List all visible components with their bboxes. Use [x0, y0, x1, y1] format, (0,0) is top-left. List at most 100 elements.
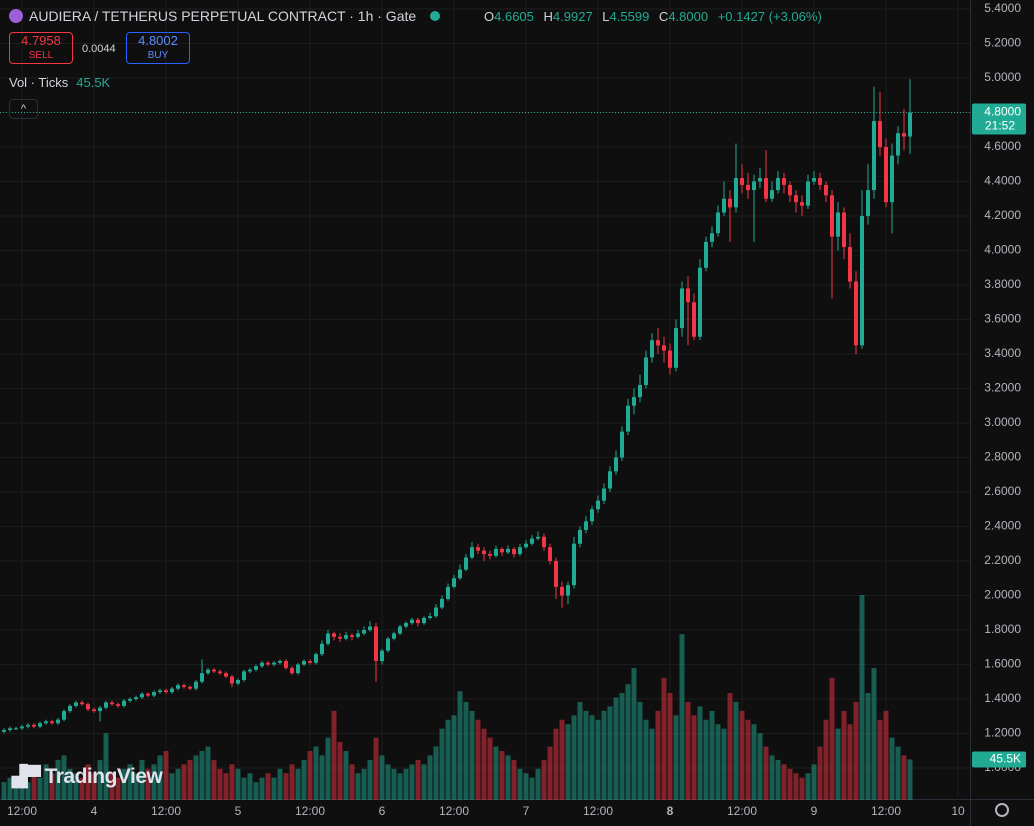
volume-bar: [553, 728, 559, 800]
candle-body: [656, 340, 661, 346]
volume-bar: [85, 764, 91, 800]
candle-body: [32, 724, 37, 727]
volume-bar: [67, 768, 73, 800]
collapse-button[interactable]: ^: [9, 99, 38, 119]
volume-bar: [307, 750, 313, 800]
candle-body: [80, 702, 85, 705]
volume-bar: [421, 764, 427, 800]
volume-bar: [619, 693, 625, 800]
candle-body: [590, 509, 595, 522]
candle-body: [644, 357, 649, 386]
volume-bar: [679, 634, 685, 800]
y-tick-label: 4.4000: [984, 174, 1021, 188]
volume-bar: [295, 768, 301, 800]
candle-body: [794, 195, 799, 203]
candle-body: [494, 548, 499, 556]
candle-body: [902, 133, 907, 137]
candle-body: [800, 202, 805, 206]
candle-body: [110, 702, 115, 705]
volume-bar: [523, 773, 529, 800]
candle-body: [662, 345, 667, 351]
candle-body: [530, 538, 535, 544]
volume-bar: [415, 759, 421, 800]
close-label: C: [658, 9, 669, 24]
candle-body: [788, 184, 793, 196]
volume-bar: [499, 750, 505, 800]
volume-tag: [972, 751, 1026, 768]
volume-bar: [637, 701, 643, 800]
buy-button[interactable]: 4.8002 BUY: [126, 32, 190, 64]
symbol-header: AUDIERA / TETHERUS PERPETUAL CONTRACT · …: [9, 8, 441, 24]
candle-body: [650, 340, 655, 358]
sell-button[interactable]: 4.7958 SELL: [9, 32, 73, 64]
volume-bar: [409, 764, 415, 800]
candle-body: [170, 688, 175, 693]
volume-bar: [223, 773, 229, 800]
volume-bar: [283, 773, 289, 800]
candle-body: [878, 121, 883, 147]
volume-bar: [115, 777, 121, 800]
x-tick-label: 12:00: [7, 804, 37, 818]
candle-body: [56, 719, 61, 724]
volume-bar: [217, 768, 223, 800]
candle-body: [362, 629, 367, 634]
candle-body: [758, 178, 763, 182]
volume-bar: [451, 715, 457, 800]
buy-label: BUY: [147, 50, 169, 61]
y-tick-label: 4.0000: [984, 243, 1021, 257]
y-tick-label: 4.2000: [984, 208, 1021, 222]
volume-bar: [379, 755, 385, 800]
candle-body: [608, 471, 613, 489]
candle-body: [674, 328, 679, 368]
volume-bar: [463, 701, 469, 800]
x-tick-label: 12:00: [727, 804, 757, 818]
volume-bar: [589, 715, 595, 800]
candle-body: [686, 288, 691, 303]
candle-body: [404, 623, 409, 627]
candle-body: [818, 178, 823, 185]
volume-bar: [193, 755, 199, 800]
volume-bar: [301, 759, 307, 800]
volume-bar: [877, 719, 883, 800]
candle-body: [854, 281, 859, 346]
candle-body: [668, 350, 673, 368]
candle-body: [308, 661, 313, 663]
volume-bar: [739, 710, 745, 800]
open-label: O: [484, 9, 495, 24]
volume-bar: [493, 746, 499, 800]
volume-bar: [397, 773, 403, 800]
sell-label: SELL: [28, 50, 54, 61]
candle-body: [338, 636, 343, 639]
volume-bar: [529, 777, 535, 800]
candle-body: [50, 721, 55, 724]
volume-bar: [625, 684, 631, 800]
volume-bar: [151, 764, 157, 800]
candle-body: [266, 662, 271, 665]
x-tick-label: 9: [811, 804, 818, 818]
y-tick-label: 5.2000: [984, 36, 1021, 50]
volume-bar: [703, 719, 709, 800]
low-value: 4.5599: [609, 9, 650, 24]
candle-body: [116, 704, 121, 706]
candle-body: [506, 548, 511, 553]
low-label: L: [602, 9, 610, 24]
volume-bar: [865, 693, 871, 800]
volume-layer: [1, 595, 913, 800]
settings-button[interactable]: [995, 803, 1009, 817]
volume-bar: [247, 773, 253, 800]
candle-body: [614, 457, 619, 472]
candle-body: [290, 667, 295, 674]
y-tick-label: 2.6000: [984, 484, 1021, 498]
candle-body: [374, 626, 379, 662]
candle-body: [890, 155, 895, 203]
volume-bar: [25, 782, 31, 800]
volume-bar: [73, 773, 79, 800]
candle-body: [860, 215, 865, 346]
y-tick-label: 3.8000: [984, 277, 1021, 291]
x-tick-label: 7: [523, 804, 530, 818]
candle-body: [500, 548, 505, 553]
candle-body: [260, 662, 265, 667]
volume-legend: Vol · Ticks 45.5K: [9, 75, 110, 90]
candle-body: [896, 133, 901, 156]
candle-body: [806, 181, 811, 206]
